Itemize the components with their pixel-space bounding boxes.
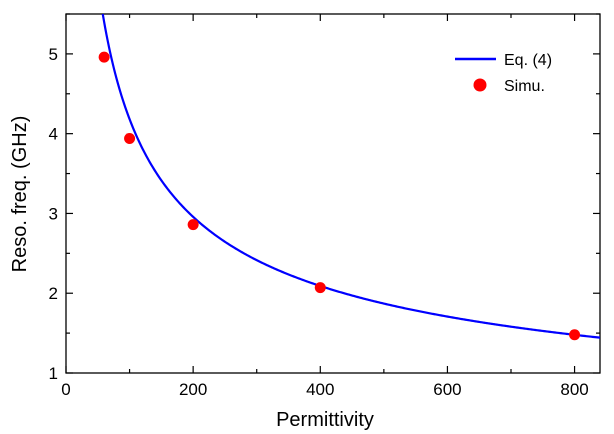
y-tick-labels: 1 2 3 4 5 bbox=[49, 45, 58, 383]
y-tick-label: 4 bbox=[49, 125, 58, 144]
y-axis-label: Reso. freq. (GHz) bbox=[9, 116, 31, 273]
y-tick-label: 5 bbox=[49, 45, 58, 64]
axes bbox=[65, 13, 601, 374]
data-point-simu bbox=[569, 329, 581, 341]
y-tick-label: 3 bbox=[49, 204, 58, 223]
x-tick-label: 0 bbox=[61, 380, 70, 399]
x-tick-label: 400 bbox=[306, 380, 334, 399]
x-ticks bbox=[65, 14, 576, 373]
data-point-simu bbox=[187, 219, 199, 231]
x-tick-labels: 0 200 400 600 800 bbox=[61, 380, 588, 399]
legend: Eq. (4) Simu. bbox=[455, 52, 552, 95]
y-ticks bbox=[66, 13, 600, 374]
legend-marker-label: Simu. bbox=[504, 78, 545, 95]
series-line-eq4 bbox=[101, 14, 600, 339]
data-point-simu bbox=[314, 282, 326, 294]
x-axis-label: Permittivity bbox=[276, 409, 374, 431]
data-point-simu bbox=[124, 132, 136, 144]
x-tick-label: 600 bbox=[433, 380, 461, 399]
x-tick-label: 200 bbox=[179, 380, 207, 399]
data-point-simu bbox=[98, 51, 110, 63]
plot-frame bbox=[65, 13, 601, 374]
legend-line-label: Eq. (4) bbox=[504, 52, 552, 69]
y-tick-label: 2 bbox=[49, 284, 58, 303]
x-tick-label: 800 bbox=[560, 380, 588, 399]
y-tick-label: 1 bbox=[49, 364, 58, 383]
legend-marker-swatch bbox=[473, 78, 487, 92]
plot-area bbox=[98, 14, 600, 341]
